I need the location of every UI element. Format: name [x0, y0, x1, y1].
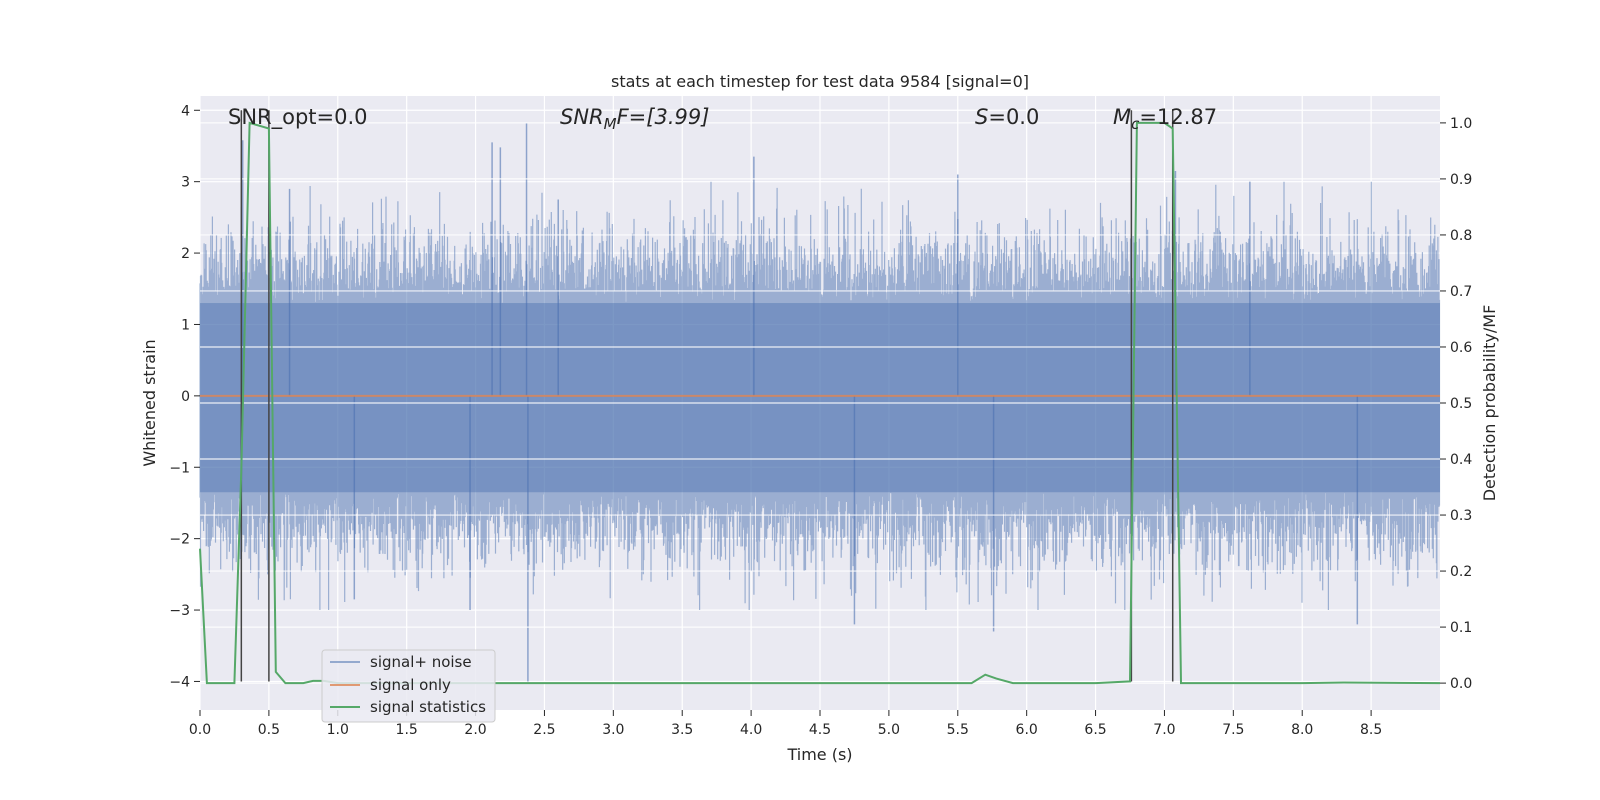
signal-statistics-line [199, 121, 1441, 685]
signal-statistics-series [199, 121, 1441, 685]
yl-tick-label-2: −2 [169, 532, 190, 548]
x-tick-label-9: 4.5 [809, 722, 831, 738]
annotation-snr-mf-sub: M [604, 115, 617, 133]
x-tick-label-16: 8.0 [1291, 722, 1313, 738]
annotation-mc-sub: c [1131, 115, 1140, 133]
yr-tick-label-2: 0.2 [1450, 564, 1472, 580]
right-y-axis-ticks: 0.0 0.1 0.2 0.3 0.4 0.5 0.6 0.7 0.8 0.9 1.0 [1440, 116, 1472, 692]
yr-tick-label-6: 0.6 [1450, 340, 1472, 356]
x-tick-label-15: 7.5 [1222, 722, 1244, 738]
yl-tick-label-8: 4 [181, 103, 190, 119]
x-tick-label-11: 5.5 [947, 722, 969, 738]
yl-tick-label-1: −3 [169, 603, 190, 619]
yr-tick-label-8: 0.8 [1450, 228, 1472, 244]
yr-tick-label-10: 1.0 [1450, 116, 1472, 132]
x-tick-label-5: 2.5 [533, 722, 555, 738]
annotation-mc-symbol: M [1113, 105, 1131, 129]
x-tick-label-1: 0.5 [258, 722, 280, 738]
x-tick-label-13: 6.5 [1084, 722, 1106, 738]
legend-entry-signal-only: signal only [370, 676, 451, 694]
yr-tick-label-3: 0.3 [1450, 508, 1472, 524]
annotation-mc-value: =12.87 [1139, 105, 1217, 129]
x-tick-label-7: 3.5 [671, 722, 693, 738]
left-y-axis-ticks: −4 −3 −2 −1 0 1 2 3 4 [169, 103, 200, 690]
x-tick-label-8: 4.0 [740, 722, 762, 738]
legend-entry-signal-noise: signal+ noise [370, 653, 472, 671]
right-y-axis-label: Detection probability/MF [1480, 305, 1499, 502]
annotation-snr-mf-rest-f: F=[3.99] [617, 105, 710, 129]
annotation-s: S=0.0 [975, 105, 1039, 129]
annotation-s-symbol: S [975, 105, 988, 129]
yl-tick-label-0: −4 [169, 674, 190, 690]
chart-title: stats at each timestep for test data 958… [611, 72, 1029, 91]
x-tick-label-2: 1.0 [327, 722, 349, 738]
x-tick-label-14: 7.0 [1153, 722, 1175, 738]
yl-tick-label-4: 0 [181, 389, 190, 405]
yr-tick-label-5: 0.5 [1450, 396, 1472, 412]
left-y-axis-label: Whitened strain [140, 339, 159, 466]
x-tick-label-12: 6.0 [1016, 722, 1038, 738]
annotation-snr-mf: SNRMF=[3.99] [560, 105, 709, 133]
yl-tick-label-6: 2 [181, 246, 190, 262]
legend-entry-signal-statistics: signal statistics [370, 698, 486, 716]
signal-noise-series [199, 123, 1441, 682]
yr-tick-label-9: 0.9 [1450, 172, 1472, 188]
x-axis-label: Time (s) [786, 745, 852, 764]
yl-tick-label-7: 3 [181, 175, 190, 191]
yl-tick-label-5: 1 [181, 317, 190, 333]
x-axis-ticks: 0.0 0.5 1.0 1.5 2.0 2.5 3.0 3.5 4.0 4.5 5.0 5.5 6.0 6… [189, 710, 1382, 738]
annotation-snr-mf-main: SNR [560, 105, 604, 129]
legend: signal+ noise signal only signal statist… [321, 649, 496, 723]
yr-tick-label-7: 0.7 [1450, 284, 1472, 300]
x-tick-label-17: 8.5 [1360, 722, 1382, 738]
annotation-snr-opt: SNR_opt=0.0 [228, 105, 368, 130]
annotation-s-value: =0.0 [988, 105, 1039, 129]
noise-trace [199, 181, 1441, 610]
x-tick-label-4: 2.0 [464, 722, 486, 738]
yr-tick-label-4: 0.4 [1450, 452, 1472, 468]
legend-box [321, 649, 496, 723]
x-tick-label-6: 3.0 [602, 722, 624, 738]
x-tick-label-10: 5.0 [878, 722, 900, 738]
yr-tick-label-0: 0.0 [1450, 676, 1472, 692]
yl-tick-label-3: −1 [169, 460, 190, 476]
x-tick-label-0: 0.0 [189, 722, 211, 738]
yr-tick-label-1: 0.1 [1450, 620, 1472, 636]
noise-core-band [200, 303, 1440, 493]
annotation-mc: Mc=12.87 [1113, 105, 1217, 133]
x-tick-label-3: 1.5 [396, 722, 418, 738]
